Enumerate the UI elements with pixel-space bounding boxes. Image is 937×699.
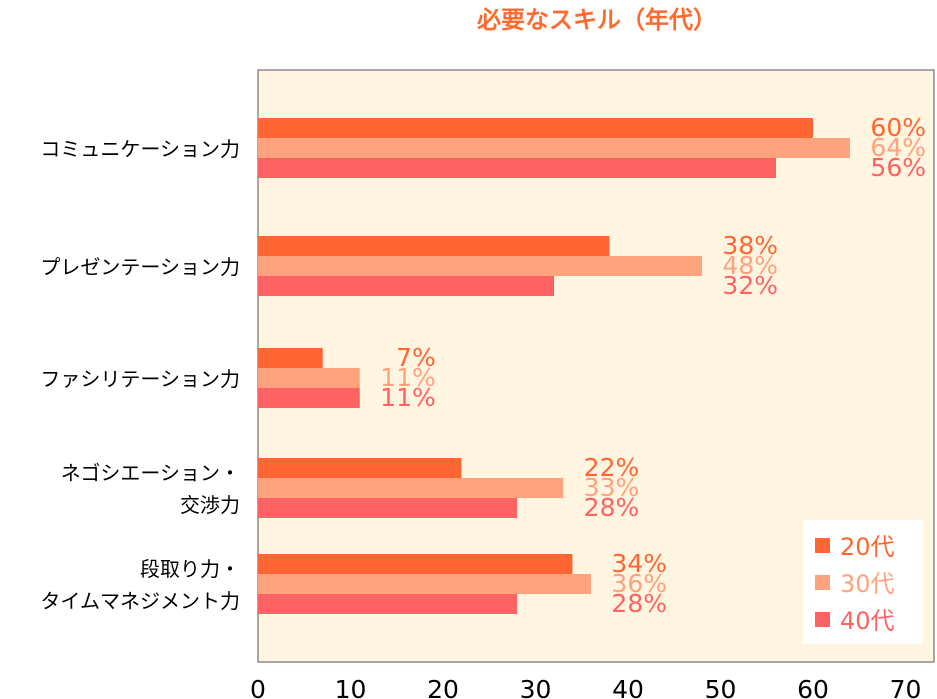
category-label: ネゴシエーション・ <box>61 461 240 485</box>
bar <box>258 348 323 368</box>
data-label: 48% <box>722 251 778 280</box>
data-label: 64% <box>870 133 926 162</box>
x-tick-label: 30 <box>520 675 552 699</box>
legend-swatch <box>815 538 830 553</box>
legend-swatch <box>815 575 830 590</box>
data-label: 34% <box>611 549 667 578</box>
data-label: 36% <box>611 569 667 598</box>
category-labels-group: コミュニケーション力プレゼンテーション力ファシリテーション力ネゴシエーション・交… <box>40 137 240 613</box>
legend-label: 30代 <box>840 570 895 598</box>
x-tick-label: 70 <box>890 675 922 699</box>
data-label: 56% <box>870 153 926 182</box>
bar <box>258 256 702 276</box>
data-label: 38% <box>722 231 778 260</box>
category-label: 段取り力・ <box>140 557 240 581</box>
x-tick-label: 0 <box>250 675 266 699</box>
data-label: 11% <box>380 383 436 412</box>
x-tick-label: 40 <box>612 675 644 699</box>
data-label: 28% <box>611 589 667 618</box>
bar <box>258 118 813 138</box>
data-label: 32% <box>722 271 778 300</box>
chart-title: 必要なスキル（年代） <box>477 6 717 34</box>
legend: 20代 30代 40代 <box>803 520 923 644</box>
x-tick-label: 10 <box>335 675 367 699</box>
data-label: 22% <box>584 453 640 482</box>
bar <box>258 498 517 518</box>
data-label: 28% <box>584 493 640 522</box>
bar <box>258 478 564 498</box>
bar <box>258 158 776 178</box>
bars-group <box>258 118 850 614</box>
category-label: 交渉力 <box>180 493 240 517</box>
x-tick-label: 60 <box>797 675 829 699</box>
data-label: 60% <box>870 113 926 142</box>
bar <box>258 388 360 408</box>
legend-swatch <box>815 612 830 627</box>
data-label: 33% <box>584 473 640 502</box>
value-labels-group: 60%64%56%38%48%32%7%11%11%22%33%28%34%36… <box>380 113 926 618</box>
category-label: コミュニケーション力 <box>40 137 240 161</box>
bar <box>258 368 360 388</box>
bar <box>258 458 462 478</box>
legend-label: 20代 <box>840 533 895 561</box>
data-label: 11% <box>380 363 436 392</box>
bar <box>258 594 517 614</box>
x-tick-label: 50 <box>705 675 737 699</box>
x-tick-label: 20 <box>427 675 459 699</box>
bar <box>258 138 850 158</box>
legend-label: 40代 <box>840 607 895 635</box>
bar <box>258 574 591 594</box>
category-label: ファシリテーション力 <box>40 367 240 391</box>
x-tick-labels-group: 0 10 20 30 40 50 60 70 <box>250 675 921 699</box>
bar <box>258 276 554 296</box>
category-label: タイムマネジメント力 <box>40 589 240 613</box>
bar <box>258 554 573 574</box>
data-label: 7% <box>396 343 436 372</box>
bar <box>258 236 610 256</box>
category-label: プレゼンテーション力 <box>40 255 240 279</box>
